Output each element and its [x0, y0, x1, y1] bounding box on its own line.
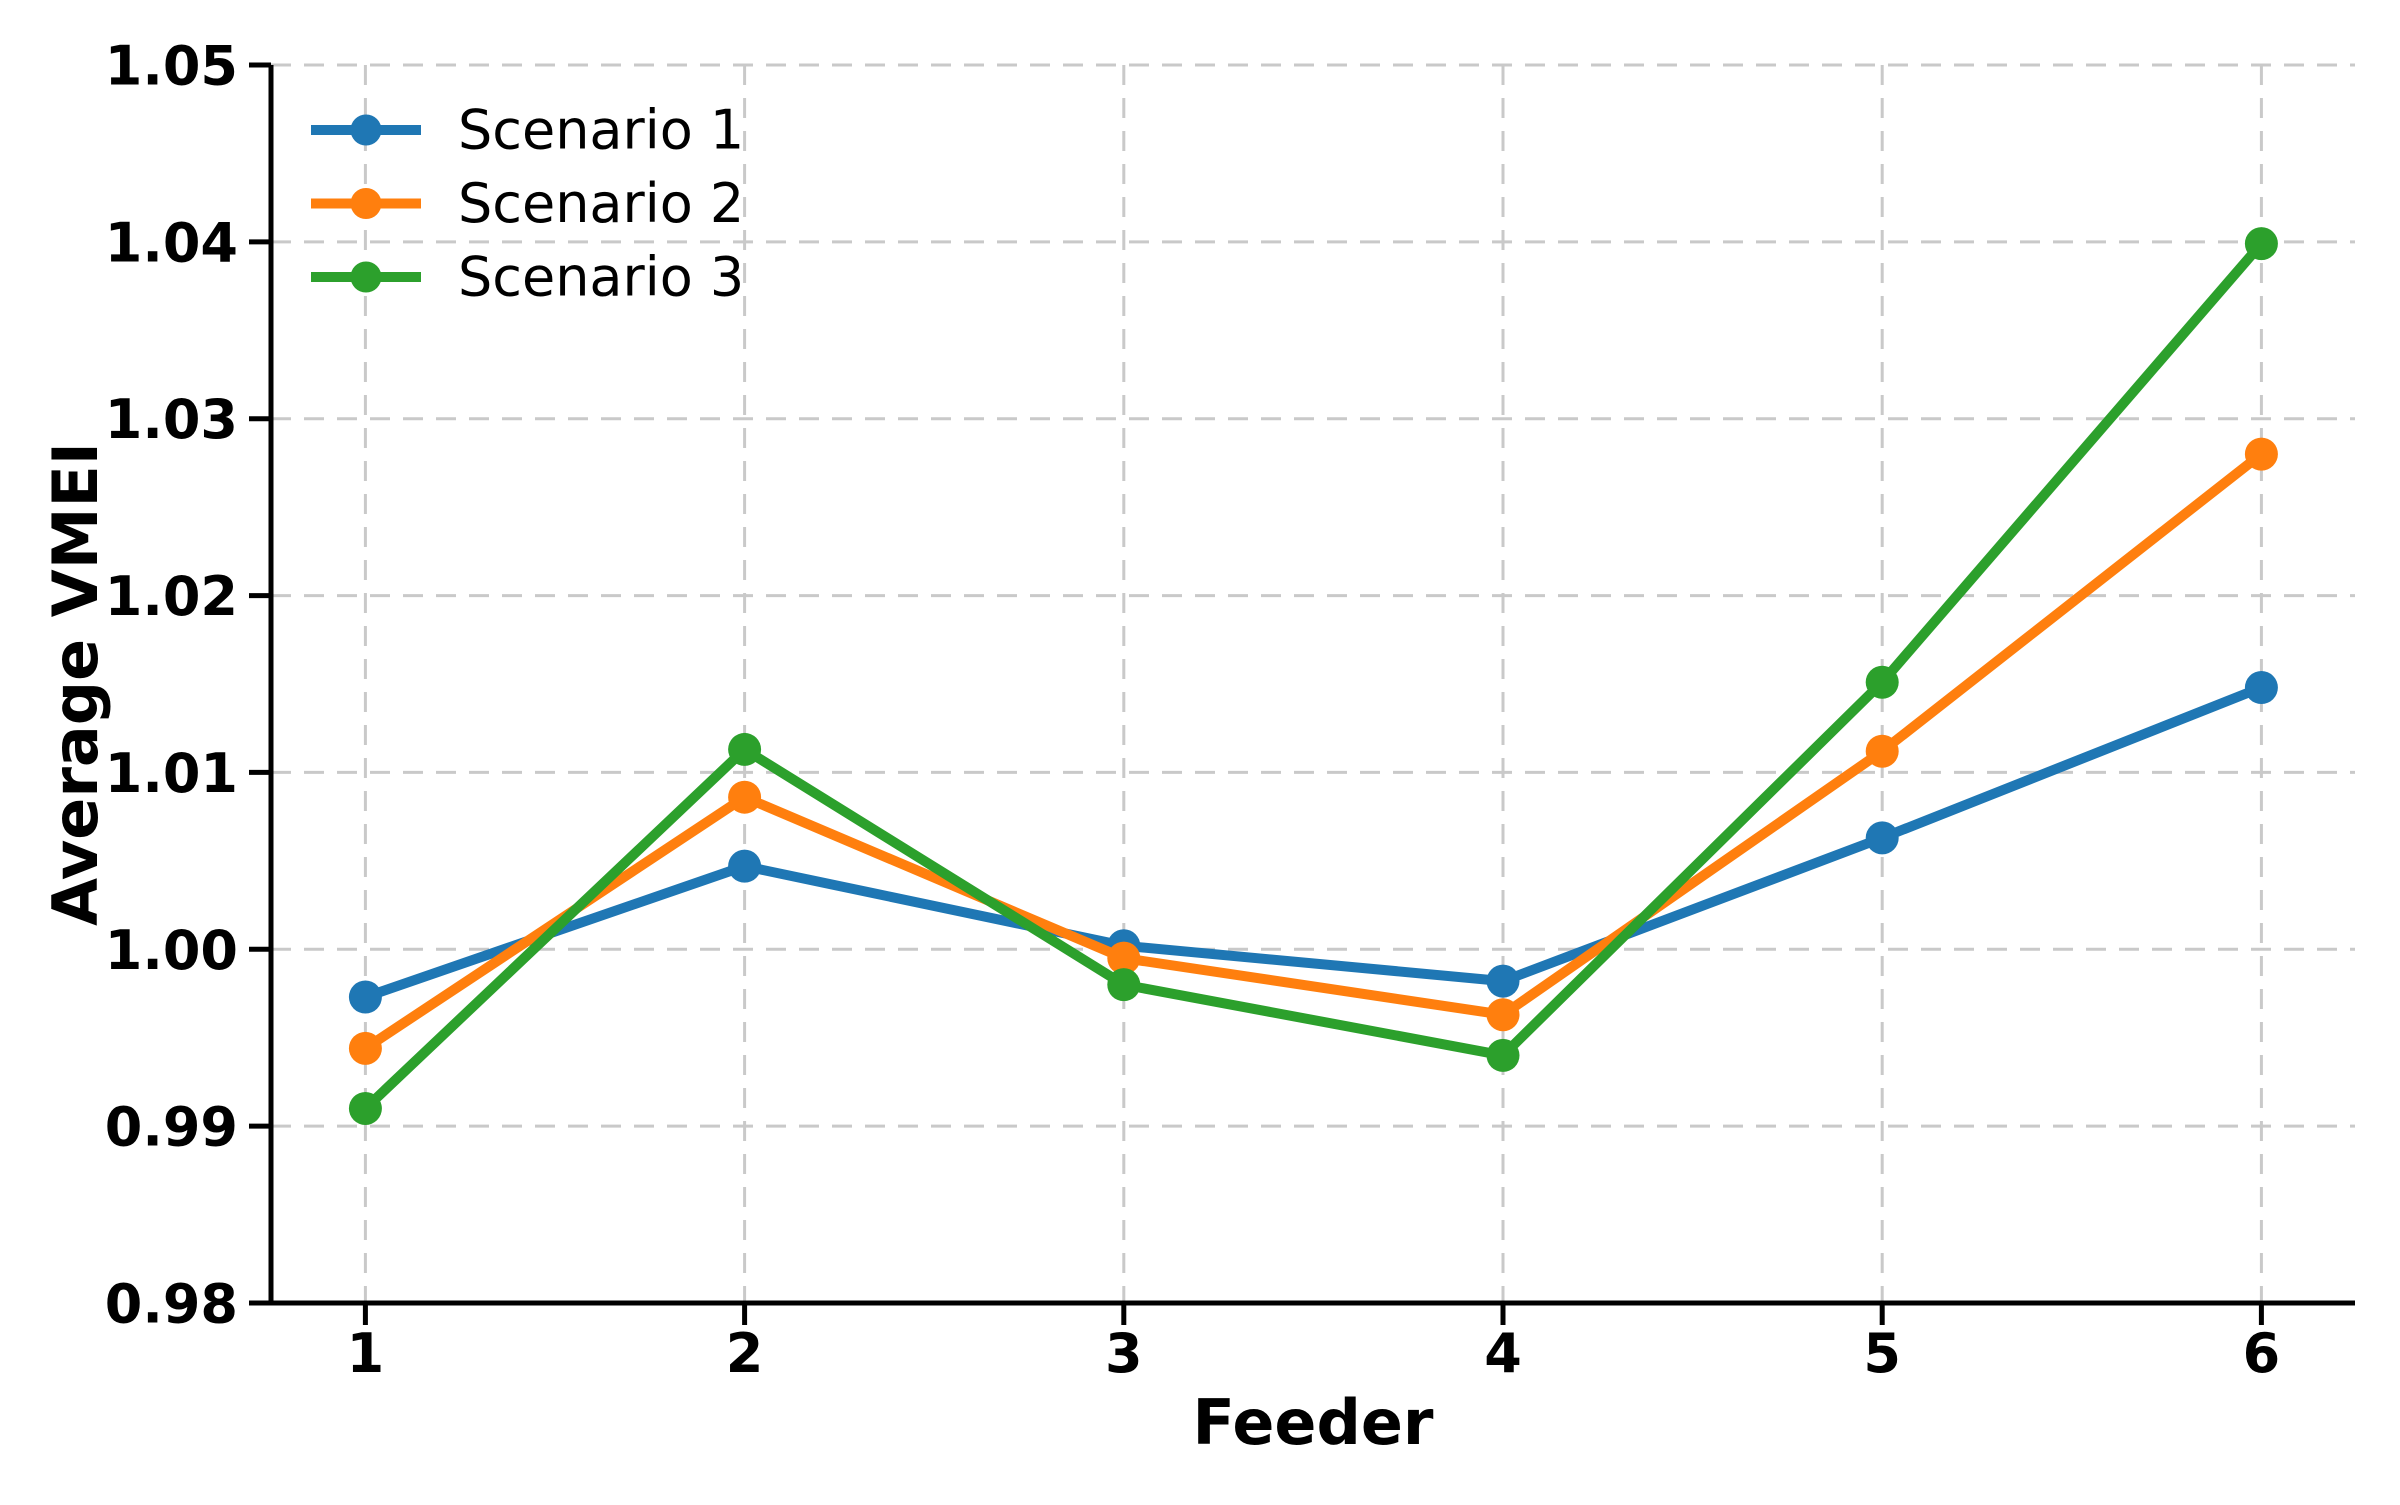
y-tick-label: 1.03 [105, 388, 238, 451]
series-2-marker-x4 [1486, 998, 1520, 1032]
series-2-marker-x5 [1865, 734, 1899, 768]
y-tick-label: 1.00 [105, 919, 238, 982]
series-3-marker-x2 [728, 732, 762, 766]
series-line-1 [360, 682, 2267, 1003]
legend-label-1: Scenario 1 [458, 99, 744, 162]
legend-marker-sample-2 [350, 188, 382, 219]
x-axis-title: Feeder [1193, 1386, 1434, 1459]
series-2-marker-x2 [728, 780, 762, 814]
series-3-marker-x3 [1107, 968, 1141, 1002]
series-line-2 [360, 449, 2267, 1054]
y-tick-label: 0.98 [105, 1273, 238, 1336]
y-axis-title: Average VMEI [39, 442, 112, 926]
legend-marker-sample-1 [350, 114, 382, 146]
series-2-marker-x6 [2244, 437, 2278, 471]
x-tick-label: 6 [2243, 1322, 2281, 1385]
series-1-marker-x5 [1865, 821, 1899, 855]
x-tick-label: 1 [347, 1322, 385, 1385]
series-1-marker-x1 [348, 980, 382, 1014]
y-tick-label: 0.99 [105, 1096, 238, 1159]
series-1-marker-x6 [2244, 671, 2278, 705]
legend-marker-sample-3 [350, 261, 382, 293]
y-tick-label: 1.01 [105, 742, 238, 805]
y-tick-label: 1.05 [105, 35, 238, 98]
legend-label-2: Scenario 2 [458, 172, 744, 235]
y-tick-label: 1.02 [105, 565, 238, 628]
y-tick-label: 1.04 [105, 211, 238, 274]
x-tick-label: 4 [1484, 1322, 1522, 1385]
series-1-marker-x4 [1486, 964, 1520, 998]
x-tick-label: 2 [726, 1322, 764, 1385]
series-3-marker-x4 [1486, 1038, 1520, 1072]
series-3-marker-x1 [348, 1091, 382, 1125]
series-3-marker-x6 [2244, 227, 2278, 261]
x-tick-label: 5 [1863, 1322, 1901, 1385]
x-tick-label: 3 [1105, 1322, 1143, 1385]
series-1-marker-x2 [728, 849, 762, 883]
series-2-marker-x3 [1107, 941, 1141, 975]
series-3-marker-x5 [1865, 665, 1899, 699]
series-line-3 [360, 238, 2267, 1114]
series-2-marker-x1 [348, 1031, 382, 1065]
legend-label-3: Scenario 3 [458, 246, 744, 309]
